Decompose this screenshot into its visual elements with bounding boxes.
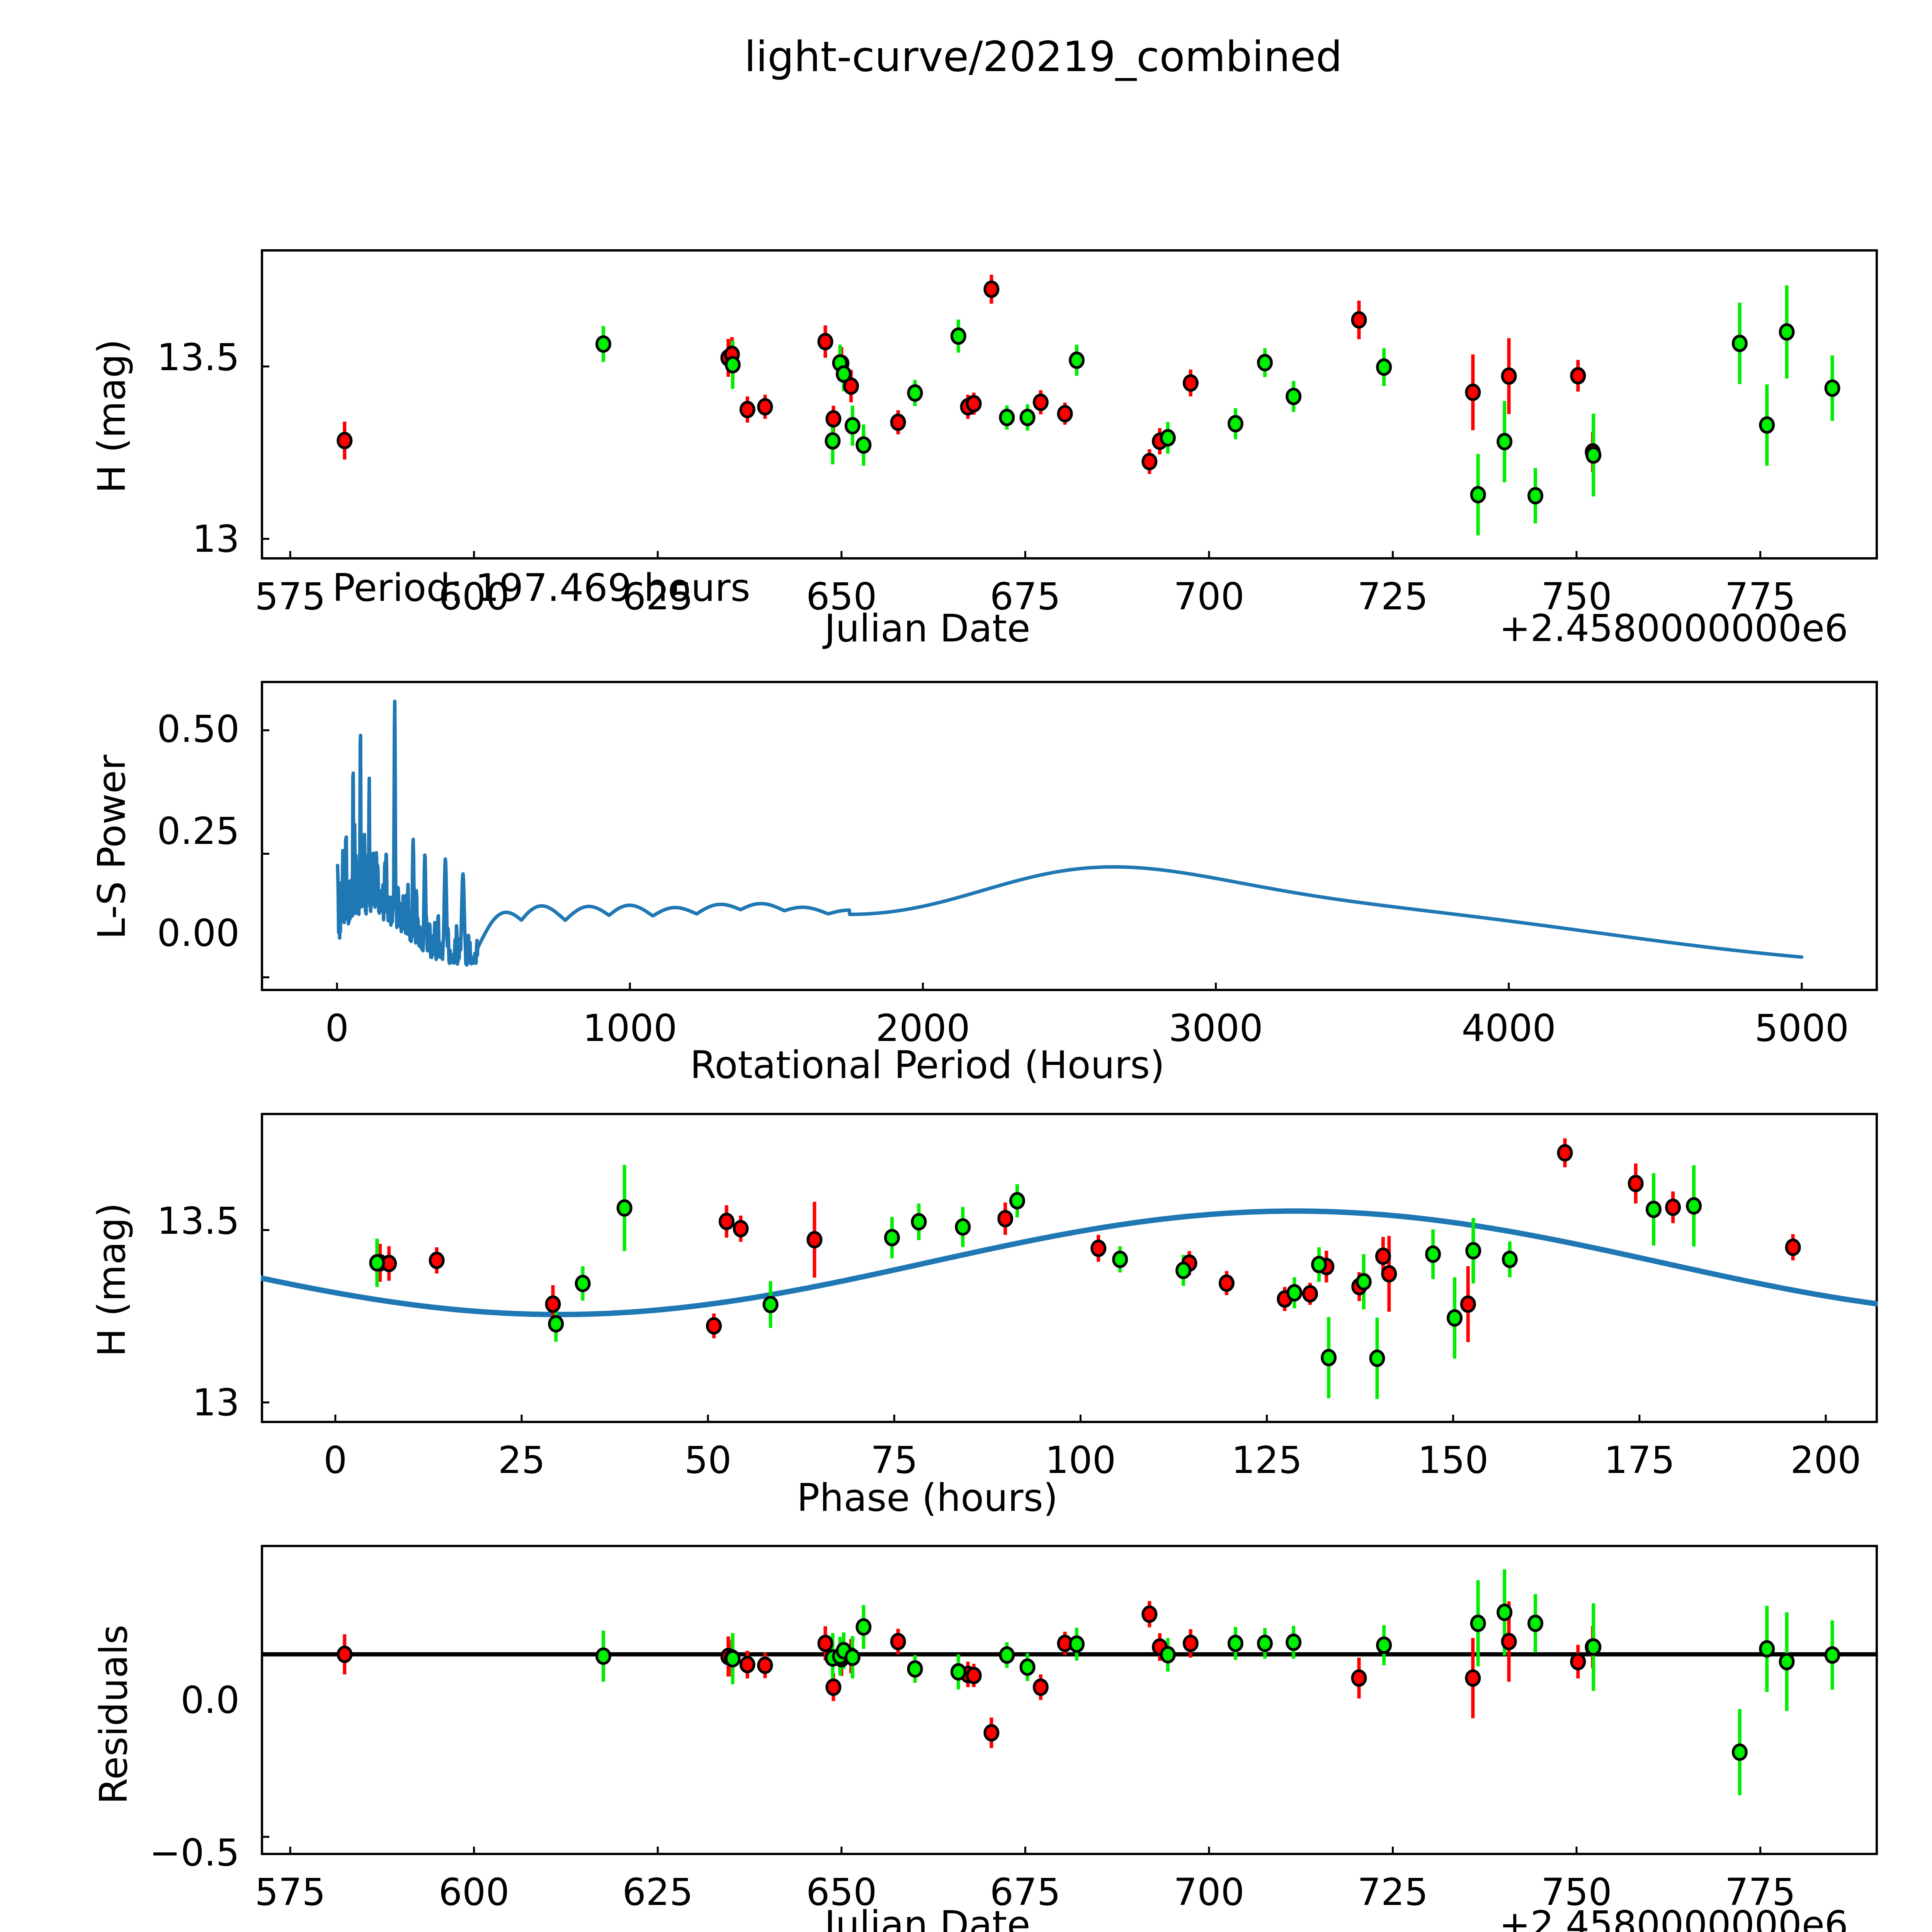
panel-periodogram-frame [261, 681, 1878, 991]
panel-lightcurve-ylabel: H (mag) [90, 339, 134, 493]
xticks3-item: 200 [1790, 1439, 1861, 1482]
period-annotation: Period: 197.469 hours [332, 566, 750, 610]
xticks1-item: 675 [990, 575, 1061, 618]
series-series_b [601, 285, 1834, 536]
panel-lightcurve-xlabel: Julian Date [824, 607, 1031, 651]
xticks4-item: 675 [990, 1871, 1061, 1914]
panel-residuals [261, 1545, 1878, 1855]
periodogram-curve [336, 699, 1804, 967]
markers-series_b [595, 323, 1840, 505]
panel-lightcurve-frame [261, 249, 1878, 560]
panel-lightcurve-ytick-1: 13 [192, 517, 240, 561]
xticks4-item: 700 [1173, 1871, 1245, 1914]
xticks3-item: 50 [684, 1439, 732, 1482]
xticks4-item: 600 [439, 1871, 510, 1914]
panel-residuals-ytick-1: −0.5 [149, 1831, 240, 1874]
xticks3-item: 100 [1045, 1439, 1116, 1482]
panel-lightcurve-plot [261, 275, 1840, 560]
xticks4-item: 775 [1725, 1871, 1796, 1914]
markers-series_a [372, 1144, 1801, 1335]
panel-residuals-plot [261, 1569, 1878, 1855]
xticks4-item: 575 [255, 1871, 326, 1914]
xticks4-item: 625 [622, 1871, 693, 1914]
panel-lightcurve [261, 249, 1878, 560]
xticks2-item: 5000 [1754, 1007, 1849, 1050]
xticks1-item: 775 [1725, 575, 1796, 618]
xticks2-item: 4000 [1461, 1007, 1556, 1050]
panel-phase-folded-ytick-1: 13 [192, 1381, 240, 1424]
panel-phase-folded-frame [261, 1113, 1878, 1423]
xticks3-item: 0 [323, 1439, 347, 1482]
panel-residuals-offset-text: +2.4580000000e6 [1499, 1903, 1848, 1932]
xticks1-item: 725 [1357, 575, 1429, 618]
panel-phase-folded-xlabel: Phase (hours) [797, 1476, 1058, 1520]
panel-periodogram-ytick-0: 0.50 [157, 707, 240, 751]
xticks2-item: 2000 [876, 1007, 970, 1050]
panel-phase-folded-ylabel: H (mag) [90, 1202, 134, 1357]
panel-phase-folded [261, 1113, 1878, 1423]
panel-periodogram-ytick-2: 0.00 [157, 912, 240, 955]
markers-series_a [337, 280, 1601, 471]
markers-series_b [369, 1192, 1702, 1367]
xticks1-item: 650 [806, 575, 877, 618]
xticks3-item: 75 [871, 1439, 918, 1482]
xticks3-item: 150 [1418, 1439, 1489, 1482]
panel-periodogram [261, 681, 1878, 991]
panel-residuals-ytick-0: 0.0 [180, 1679, 240, 1722]
xticks2-item: 3000 [1168, 1007, 1263, 1050]
xticks3-item: 175 [1604, 1439, 1675, 1482]
xticks1-item: 625 [622, 575, 693, 618]
xticks3-item: 25 [498, 1439, 546, 1482]
xticks3-item: 125 [1231, 1439, 1303, 1482]
panel-residuals-xlabel: Julian Date [824, 1903, 1031, 1932]
panel-lightcurve-ytick-0: 13.5 [157, 336, 240, 379]
panel-periodogram-xlabel: Rotational Period (Hours) [690, 1043, 1165, 1087]
panel-residuals-frame [261, 1545, 1878, 1855]
panel-periodogram-ytick-1: 0.25 [157, 810, 240, 853]
xticks1-item: 750 [1541, 575, 1612, 618]
xticks1-item: 600 [439, 575, 510, 618]
markers-series_b [595, 1604, 1840, 1761]
panel-periodogram-plot [261, 699, 1804, 991]
xticks1-item: 700 [1173, 575, 1245, 618]
xticks2-item: 0 [325, 1007, 349, 1050]
markers-series_a [337, 1605, 1601, 1742]
panel-phase-folded-ytick-0: 13.5 [157, 1199, 240, 1243]
series-series_b [375, 1165, 1696, 1399]
xticks2-item: 1000 [583, 1007, 677, 1050]
xticks4-item: 725 [1357, 1871, 1429, 1914]
sine-fit-curve [261, 1208, 1878, 1317]
xticks1-item: 575 [255, 575, 326, 618]
figure-title: light-curve/20219_combined [744, 33, 1342, 81]
xticks4-item: 650 [806, 1871, 877, 1914]
panel-phase-folded-plot [261, 1138, 1878, 1423]
series-series_a [343, 275, 1595, 474]
series-series_b [601, 1569, 1834, 1796]
panel-lightcurve-offset-text: +2.4580000000e6 [1499, 607, 1848, 650]
xticks4-item: 750 [1541, 1871, 1612, 1914]
